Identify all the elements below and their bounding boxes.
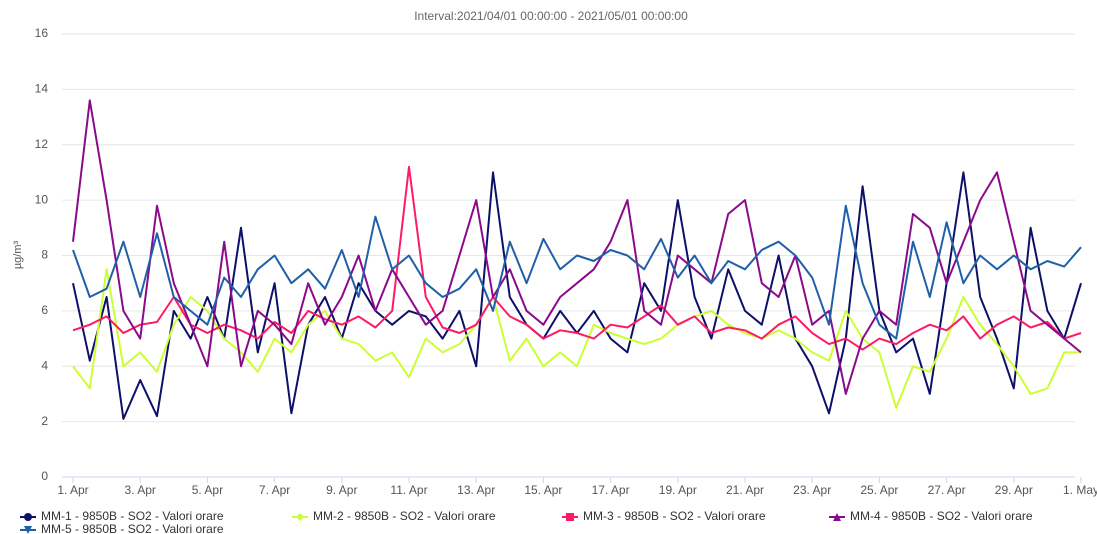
x-tick-label: 19. Apr [659,483,697,497]
x-tick-label: 1. Apr [57,483,88,497]
y-tick-label: 12 [35,137,49,151]
legend-label: MM-1 - 9850B - SO2 - Valori orare [41,509,224,523]
series-line [72,99,1082,395]
y-tick-label: 0 [41,469,48,483]
legend-marker [24,526,32,534]
legend-item: MM-1 - 9850B - SO2 - Valori orare [20,509,224,523]
x-tick-label: 11. Apr [390,483,427,497]
legend-label: MM-5 - 9850B - SO2 - Valori orare [41,522,224,534]
x-tick-label: 5. Apr [192,483,223,497]
legend-label: MM-4 - 9850B - SO2 - Valori orare [850,509,1033,523]
legend-item: MM-3 - 9850B - SO2 - Valori orare [562,509,766,523]
y-tick-label: 6 [41,303,48,317]
legend-marker [566,513,574,521]
x-tick-label: 17. Apr [592,483,630,497]
series-line [72,165,1082,351]
x-tick-label: 29. Apr [995,483,1033,497]
y-tick-label: 10 [35,192,49,206]
x-tick-label: 9. Apr [326,483,357,497]
x-tick-label: 15. Apr [524,483,562,497]
series-line [72,268,1081,409]
legend-label: MM-2 - 9850B - SO2 - Valori orare [313,509,496,523]
series-line [72,204,1082,340]
y-axis-label: µg/m³ [12,240,24,269]
x-tick-label: 7. Apr [259,483,290,497]
chart-title: Interval:2021/04/01 00:00:00 - 2021/05/0… [414,9,688,23]
legend-item: MM-2 - 9850B - SO2 - Valori orare [292,509,496,523]
x-tick-label: 23. Apr [793,483,831,497]
y-tick-label: 4 [41,358,48,372]
legend-marker [833,513,841,521]
y-tick-label: 8 [41,248,48,262]
legend-marker [24,513,32,521]
x-tick-label: 25. Apr [860,483,898,497]
x-tick-label: 1. May [1063,483,1097,497]
x-tick-label: 3. Apr [125,483,156,497]
legend-label: MM-3 - 9850B - SO2 - Valori orare [583,509,766,523]
legend-item: MM-5 - 9850B - SO2 - Valori orare [20,522,224,534]
y-tick-label: 16 [35,26,49,40]
x-tick-label: 27. Apr [928,483,966,497]
x-tick-label: 13. Apr [457,483,495,497]
x-tick-label: 21. Apr [726,483,764,497]
y-tick-label: 14 [35,82,49,96]
legend-marker [296,513,304,521]
y-tick-label: 2 [41,414,48,428]
legend-item: MM-4 - 9850B - SO2 - Valori orare [829,509,1033,523]
